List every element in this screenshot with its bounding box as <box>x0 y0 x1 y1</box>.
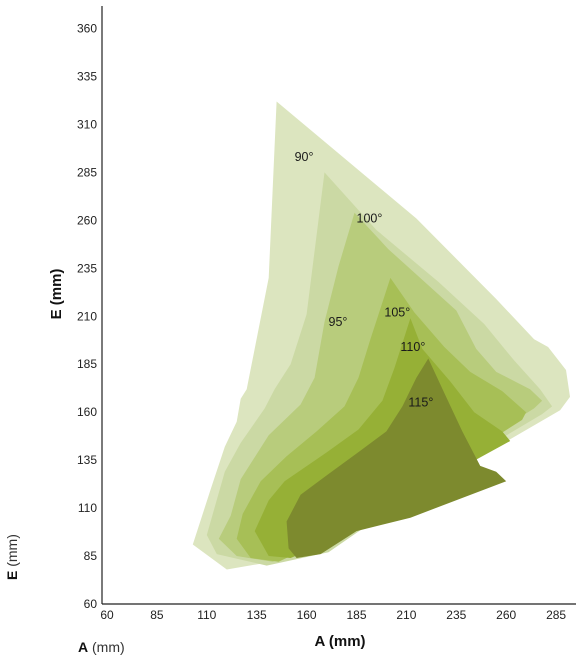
x-axis-title: A (mm) <box>314 633 365 650</box>
y-tick-label-7: 235 <box>77 261 97 275</box>
x-tick-label-8: 260 <box>496 608 516 622</box>
y-tick-label-12: 360 <box>77 22 97 36</box>
x-tick-label-3: 135 <box>247 608 267 622</box>
side-label-a: A (mm) <box>78 639 125 655</box>
x-tick-label-4: 160 <box>297 608 317 622</box>
side-label-e-unit: (mm) <box>4 534 20 567</box>
y-tick-label-6: 210 <box>77 309 97 323</box>
y-tick-label-2: 110 <box>78 501 97 515</box>
x-tick-label-6: 210 <box>396 608 416 622</box>
y-tick-label-11: 335 <box>77 70 97 84</box>
y-tick-label-5: 185 <box>77 357 97 371</box>
y-tick-label-3: 135 <box>77 453 97 467</box>
series-label-5: 115° <box>408 395 433 409</box>
series-label-3: 105° <box>384 305 410 319</box>
y-tick-label-8: 260 <box>77 213 97 227</box>
series-label-1: 95° <box>329 315 348 329</box>
area-layer <box>192 101 571 570</box>
x-tick-label-1: 85 <box>150 608 164 622</box>
side-label-a-unit: (mm) <box>92 639 125 655</box>
series-label-2: 100° <box>357 211 383 225</box>
y-tick-label-4: 160 <box>77 405 97 419</box>
series-label-0: 90° <box>295 150 314 164</box>
x-tick-label-2: 110 <box>197 608 216 622</box>
y-tick-label-10: 310 <box>77 118 97 132</box>
y-tick-label-1: 85 <box>84 549 98 563</box>
series-label-4: 110° <box>400 340 425 354</box>
x-tick-label-7: 235 <box>446 608 466 622</box>
y-axis-title: E (mm) <box>48 269 65 320</box>
x-tick-label-0: 60 <box>100 608 114 622</box>
angle-label-layer: 90° 95° 100° 105° 110° 115° <box>295 150 434 410</box>
y-tick-layer: 60 85 110 135 160 185 210 235 260 285 310 335 360 <box>77 22 97 611</box>
area-series-5 <box>286 358 507 558</box>
side-label-a-letter: A <box>78 639 89 655</box>
side-label-e: E (mm) <box>4 534 20 580</box>
side-label-e-letter: E <box>4 570 20 580</box>
x-tick-layer: 60 85 110 135 160 185 210 235 260 285 <box>100 608 566 622</box>
x-tick-label-5: 185 <box>346 608 366 622</box>
x-tick-label-9: 285 <box>546 608 566 622</box>
y-tick-label-0: 60 <box>84 597 98 611</box>
y-tick-label-9: 285 <box>77 165 97 179</box>
